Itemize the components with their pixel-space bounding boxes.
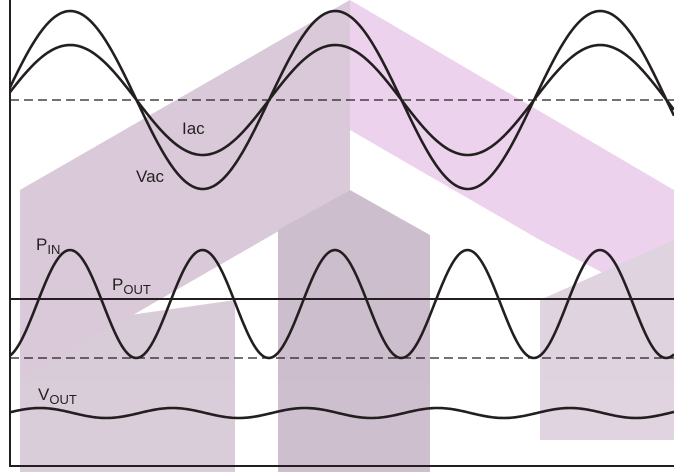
pin-wave xyxy=(9,248,674,360)
iac-label: Iac xyxy=(182,119,205,138)
watermark-foot xyxy=(20,300,235,472)
vout-main: V xyxy=(38,385,50,404)
pin-sub: IN xyxy=(47,242,60,257)
pout-main: P xyxy=(112,275,123,294)
vout-wave xyxy=(9,406,674,420)
vac-label: Vac xyxy=(136,167,165,186)
watermark-left xyxy=(20,0,350,380)
vout-label: VOUT xyxy=(38,385,77,407)
watermark-right xyxy=(540,240,674,440)
watermark xyxy=(20,0,674,472)
pout-sub: OUT xyxy=(123,282,151,297)
vac-wave xyxy=(8,9,674,191)
pin-main: P xyxy=(36,235,47,254)
pin-label: PIN xyxy=(36,235,60,257)
iac-wave xyxy=(8,43,674,157)
vout-sub: OUT xyxy=(49,392,77,407)
pout-label: POUT xyxy=(112,275,151,297)
watermark-pillar xyxy=(278,190,430,472)
